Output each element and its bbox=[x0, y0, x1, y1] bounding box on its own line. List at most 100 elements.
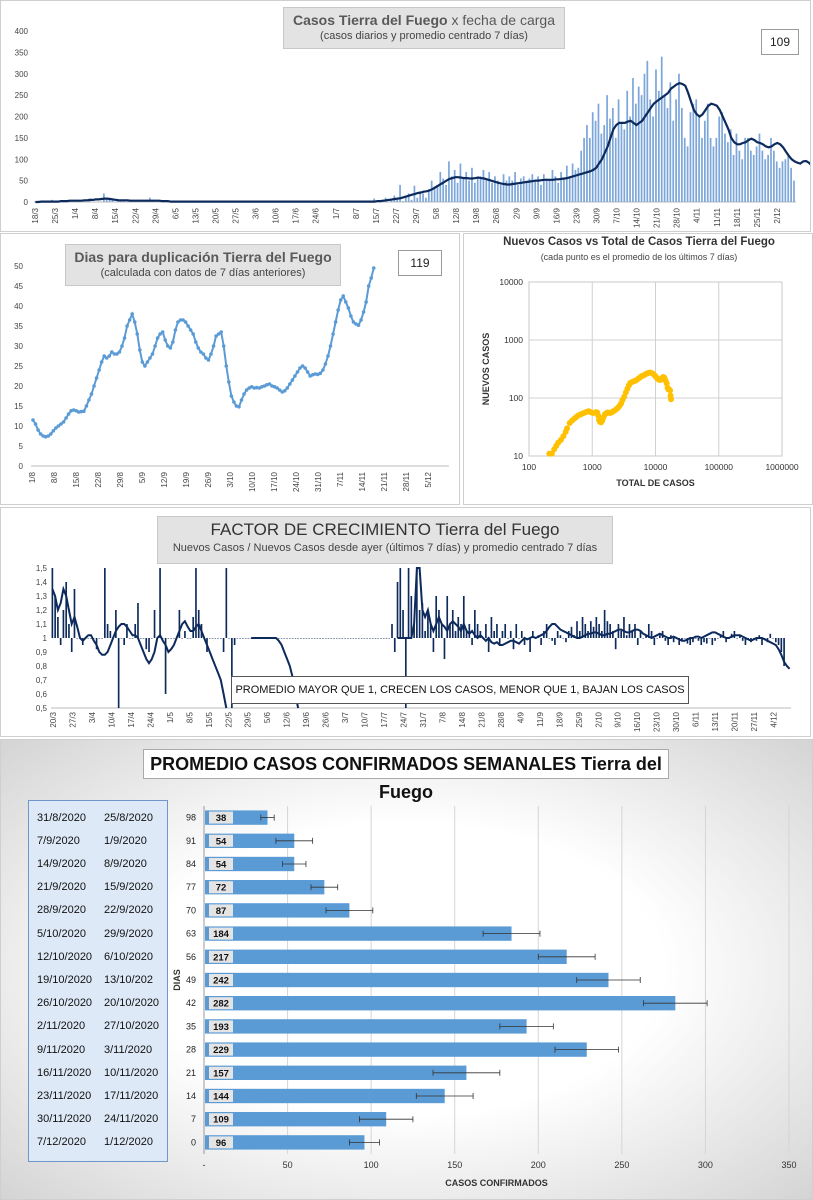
daily-bar bbox=[672, 120, 675, 202]
doubling-point bbox=[155, 336, 160, 340]
doubling-point bbox=[153, 344, 157, 348]
daily-bar bbox=[772, 150, 775, 202]
growth-factor-bar bbox=[374, 638, 377, 639]
daily-bar bbox=[721, 112, 723, 202]
growth-factor-bar bbox=[247, 638, 250, 639]
doubling-point bbox=[117, 350, 122, 354]
daily-bar bbox=[781, 161, 784, 202]
daily-bar bbox=[620, 122, 623, 202]
daily-cases-panel: 0 50 100 150 200 250 300 350 400 18/3 25/3 1/4 8/4 15… bbox=[0, 0, 811, 232]
daily-bar bbox=[632, 78, 634, 202]
x-tick-label: 4/12 bbox=[770, 711, 779, 727]
growth-factor-bar bbox=[711, 638, 714, 645]
daily-bar bbox=[709, 137, 712, 202]
daily-bar bbox=[433, 187, 436, 202]
x-tick-label: 1/4 bbox=[71, 207, 80, 219]
x-tick-label: 250 bbox=[614, 1160, 629, 1170]
x-tick-label: 28/11 bbox=[402, 471, 411, 491]
daily-bar bbox=[105, 197, 108, 202]
x-tick-label: 27/3 bbox=[68, 711, 77, 727]
growth-factor-bar bbox=[736, 638, 738, 639]
doubling-point bbox=[338, 298, 343, 302]
daily-bar bbox=[738, 150, 741, 202]
daily-bar bbox=[718, 116, 721, 202]
daily-bar bbox=[557, 182, 560, 202]
growth-factor-bar bbox=[614, 638, 617, 650]
daily-bar bbox=[790, 167, 792, 202]
growth-factor-bar bbox=[388, 638, 391, 639]
value-label-bg bbox=[209, 834, 233, 847]
x-tick-label: 9/10 bbox=[614, 711, 623, 727]
growth-factor-bar bbox=[761, 638, 763, 645]
growth-factor-bar bbox=[465, 631, 468, 638]
x-tick-label: 3/7 bbox=[341, 711, 350, 723]
growth-factor-bar bbox=[578, 631, 581, 638]
growth-factor-bar bbox=[159, 568, 161, 638]
doubling-point bbox=[282, 389, 287, 393]
growth-factor-bar bbox=[233, 638, 236, 645]
doubling-point bbox=[173, 328, 178, 332]
growth-factor-bar bbox=[498, 638, 501, 645]
growth-factor-bar bbox=[438, 610, 440, 638]
weekly-bar bbox=[205, 926, 512, 941]
doubling-point bbox=[51, 429, 56, 433]
daily-bar bbox=[439, 172, 442, 202]
daily-bar bbox=[468, 180, 470, 202]
daily-bar bbox=[494, 176, 496, 202]
growth-factor-bar bbox=[173, 638, 175, 639]
growth-factor-bar bbox=[54, 596, 56, 638]
growth-factor-bar bbox=[739, 635, 741, 638]
date-start: 8/9/2020 bbox=[104, 858, 147, 870]
doubling-point bbox=[168, 346, 173, 350]
growth-factor-bar bbox=[719, 635, 722, 638]
scatter-point bbox=[663, 380, 670, 387]
value-label-bg bbox=[209, 1043, 233, 1056]
growth-factor-bar bbox=[708, 638, 711, 639]
x-tick-label: 22/4 bbox=[131, 207, 140, 223]
doubling-point bbox=[298, 366, 302, 370]
daily-bar bbox=[758, 133, 761, 202]
growth-factor-bar bbox=[148, 638, 150, 652]
x-tick-label: 100 bbox=[522, 462, 536, 472]
growth-factor-bar bbox=[421, 603, 424, 638]
date-row: 30/11/2020 24/11/2020 bbox=[29, 1111, 169, 1129]
x-tick-label: 350 bbox=[781, 1160, 796, 1170]
doubling-point bbox=[232, 400, 236, 404]
date-start: 24/11/2020 bbox=[104, 1113, 159, 1126]
growth-factor-bar bbox=[656, 638, 658, 639]
growth-factor-bar bbox=[324, 638, 327, 639]
value-label-bg bbox=[209, 858, 233, 870]
date-row: 19/10/2020 13/10/202 bbox=[29, 972, 169, 990]
daily-bar bbox=[626, 90, 629, 202]
growth-factor-bar bbox=[664, 638, 667, 641]
growth-factor-bar bbox=[308, 638, 310, 639]
doubling-point bbox=[99, 360, 104, 364]
doubling-point bbox=[89, 392, 94, 396]
doubling-point bbox=[130, 312, 134, 316]
growth-factor-bar bbox=[747, 638, 750, 639]
doubling-point bbox=[82, 409, 86, 413]
daily-bar bbox=[761, 150, 764, 202]
x-tick-label: 150 bbox=[447, 1160, 462, 1170]
x-tick-label: 7/8 bbox=[438, 711, 447, 723]
doubling-title: Dias para duplicación Tierra del Fuego bbox=[74, 249, 332, 265]
x-tick-label: 7/11 bbox=[336, 471, 345, 487]
doubling-point bbox=[293, 374, 297, 378]
daily-bar bbox=[692, 103, 695, 202]
x-tick-label: 18/11 bbox=[733, 207, 742, 227]
y-tick-label: 40 bbox=[14, 302, 23, 311]
doubling-point bbox=[193, 340, 198, 344]
y-tick-label: 1,2 bbox=[36, 606, 48, 615]
growth-factor-title: FACTOR DE CRECIMIENTO bbox=[210, 520, 431, 539]
daily-bar bbox=[496, 180, 499, 202]
x-tick-label: 22/7 bbox=[392, 207, 401, 223]
daily-bar bbox=[588, 137, 591, 202]
daily-bar bbox=[511, 180, 514, 202]
daily-bar bbox=[548, 180, 551, 202]
growth-factor-bar bbox=[92, 638, 95, 639]
category-label: 84 bbox=[186, 859, 196, 869]
x-tick-label: 19/9 bbox=[182, 471, 191, 487]
growth-factor-bar bbox=[551, 638, 553, 641]
value-label-bg bbox=[209, 997, 233, 1010]
average-line bbox=[35, 82, 810, 204]
